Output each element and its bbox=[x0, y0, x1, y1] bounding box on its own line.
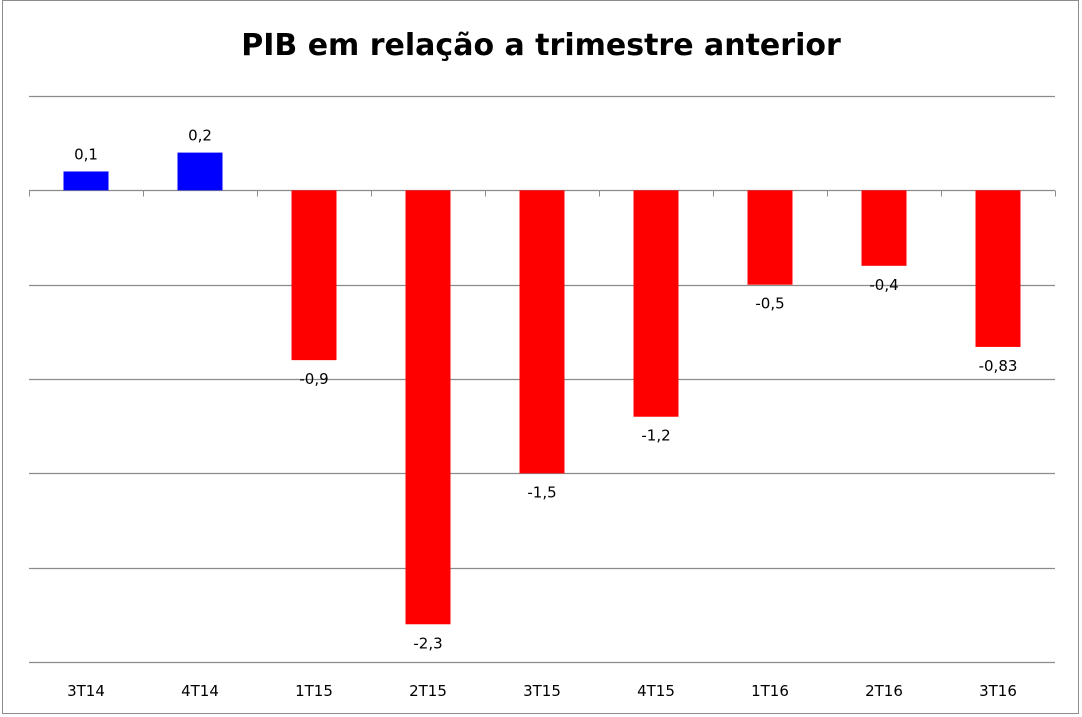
data-label: -1,2 bbox=[641, 427, 670, 445]
category-label: 4T15 bbox=[637, 682, 675, 700]
bar-4T14 bbox=[177, 152, 223, 191]
data-label: -2,3 bbox=[413, 634, 442, 652]
category-label: 4T14 bbox=[181, 682, 219, 700]
category-label: 1T16 bbox=[751, 682, 789, 700]
bar-3T16 bbox=[975, 190, 1021, 347]
data-label: 0,2 bbox=[188, 127, 212, 145]
data-label: -0,5 bbox=[755, 295, 784, 313]
bar-3T14 bbox=[63, 171, 109, 191]
data-label: -0,83 bbox=[979, 357, 1018, 375]
bar-3T15 bbox=[519, 190, 565, 474]
bar-2T16 bbox=[861, 190, 907, 266]
data-label: -0,9 bbox=[299, 370, 328, 388]
bar-1T15 bbox=[291, 190, 337, 361]
category-label: 3T15 bbox=[523, 682, 561, 700]
data-label: -1,5 bbox=[527, 483, 556, 501]
bar-2T15 bbox=[405, 190, 451, 625]
category-label: 2T15 bbox=[409, 682, 447, 700]
bar-4T15 bbox=[633, 190, 679, 417]
category-label: 2T16 bbox=[865, 682, 903, 700]
data-label: -0,4 bbox=[869, 276, 898, 294]
category-label: 3T16 bbox=[979, 682, 1017, 700]
category-label: 1T15 bbox=[295, 682, 333, 700]
data-label: 0,1 bbox=[74, 145, 98, 163]
bar-1T16 bbox=[747, 190, 793, 285]
chart-title: PIB em relação a trimestre anterior bbox=[241, 28, 841, 63]
category-label: 3T14 bbox=[67, 682, 105, 700]
